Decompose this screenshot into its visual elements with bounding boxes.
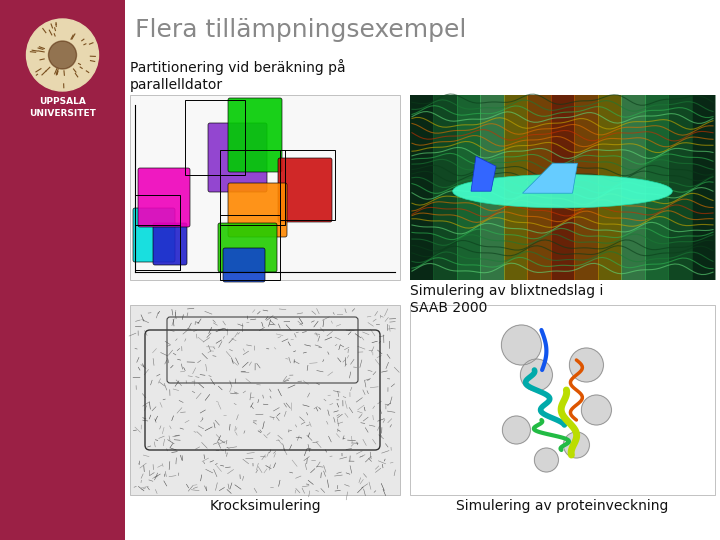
Circle shape: [48, 41, 76, 69]
Bar: [135, 195, 180, 270]
Bar: [691, 95, 716, 280]
FancyBboxPatch shape: [138, 168, 190, 227]
Circle shape: [27, 19, 99, 91]
Bar: [220, 215, 280, 280]
Bar: [220, 150, 285, 225]
Bar: [457, 95, 482, 280]
Circle shape: [503, 416, 531, 444]
Bar: [621, 95, 646, 280]
Bar: [130, 305, 400, 495]
FancyBboxPatch shape: [228, 183, 287, 237]
Circle shape: [521, 359, 552, 391]
FancyBboxPatch shape: [278, 158, 332, 222]
Text: Simulering av blixtnedslag i
SAAB 2000: Simulering av blixtnedslag i SAAB 2000: [410, 284, 603, 315]
Bar: [130, 95, 400, 280]
Circle shape: [570, 348, 603, 382]
Bar: [433, 95, 458, 280]
Bar: [551, 95, 575, 280]
Bar: [0, 0, 125, 540]
FancyBboxPatch shape: [208, 123, 267, 192]
Bar: [185, 100, 245, 175]
Polygon shape: [523, 163, 577, 193]
Text: Flera tillämpningsexempel: Flera tillämpningsexempel: [135, 18, 467, 42]
Text: UPPSALA
UNIVERSITET: UPPSALA UNIVERSITET: [29, 97, 96, 118]
Bar: [280, 150, 335, 220]
Bar: [527, 95, 552, 280]
Bar: [410, 95, 434, 280]
FancyBboxPatch shape: [218, 223, 277, 272]
Text: Partitionering vid beräkning på
parallelldator: Partitionering vid beräkning på parallel…: [130, 59, 346, 92]
Text: Simulering av proteinveckning: Simulering av proteinveckning: [456, 499, 669, 513]
Bar: [575, 95, 599, 280]
FancyBboxPatch shape: [228, 98, 282, 172]
Bar: [668, 95, 693, 280]
Circle shape: [563, 432, 590, 458]
Text: Krocksimulering: Krocksimulering: [210, 499, 321, 513]
Bar: [410, 95, 715, 280]
Bar: [480, 95, 505, 280]
Bar: [504, 95, 528, 280]
Circle shape: [582, 395, 611, 425]
Bar: [135, 225, 180, 270]
Bar: [598, 95, 622, 280]
Circle shape: [501, 325, 541, 365]
FancyBboxPatch shape: [133, 208, 175, 262]
FancyBboxPatch shape: [223, 248, 265, 282]
Circle shape: [534, 448, 559, 472]
Polygon shape: [471, 156, 496, 191]
Ellipse shape: [453, 174, 672, 208]
FancyBboxPatch shape: [153, 223, 187, 265]
Bar: [644, 95, 669, 280]
Bar: [410, 305, 715, 495]
